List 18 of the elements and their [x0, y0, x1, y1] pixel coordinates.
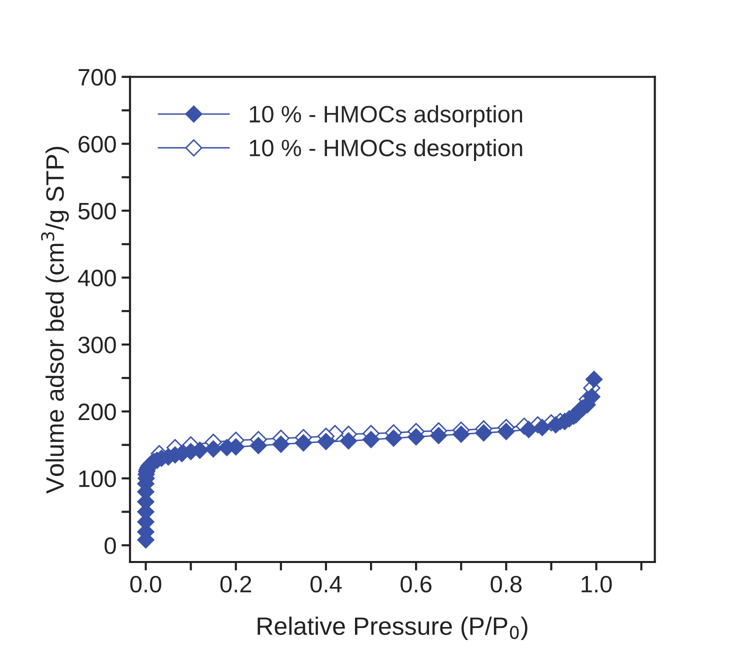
y-tick-label: 200	[78, 404, 116, 420]
y-axis-title: Volume adsor bed (cm$^{3}$/g STP)	[41, 146, 69, 494]
y-tick-label: 400	[78, 270, 116, 286]
y-tick-label: 500	[78, 202, 116, 220]
y-tick-label: 0	[104, 537, 116, 554]
x-axis-title: Relative Pressure (P/P$_{0}$)	[258, 616, 528, 640]
x-tick-label: 0.6	[400, 576, 432, 593]
x-tick-label: 0.4	[310, 576, 342, 593]
y-tick-label: 300	[78, 336, 116, 354]
x-tick-label: 0.8	[490, 576, 522, 593]
y-tick-label: 600	[78, 136, 116, 153]
legend-label: 10 % - HMOCs desorption	[250, 139, 522, 162]
x-tick-label: 1.0	[582, 576, 612, 593]
y-tick-label: 100	[79, 470, 116, 488]
y-tick-label: 700	[78, 68, 116, 86]
x-tick-label: 0.2	[220, 576, 252, 593]
x-tick-label: 0.0	[130, 576, 162, 593]
legend-label: 10 % - HMOCs adsorption	[250, 105, 522, 128]
